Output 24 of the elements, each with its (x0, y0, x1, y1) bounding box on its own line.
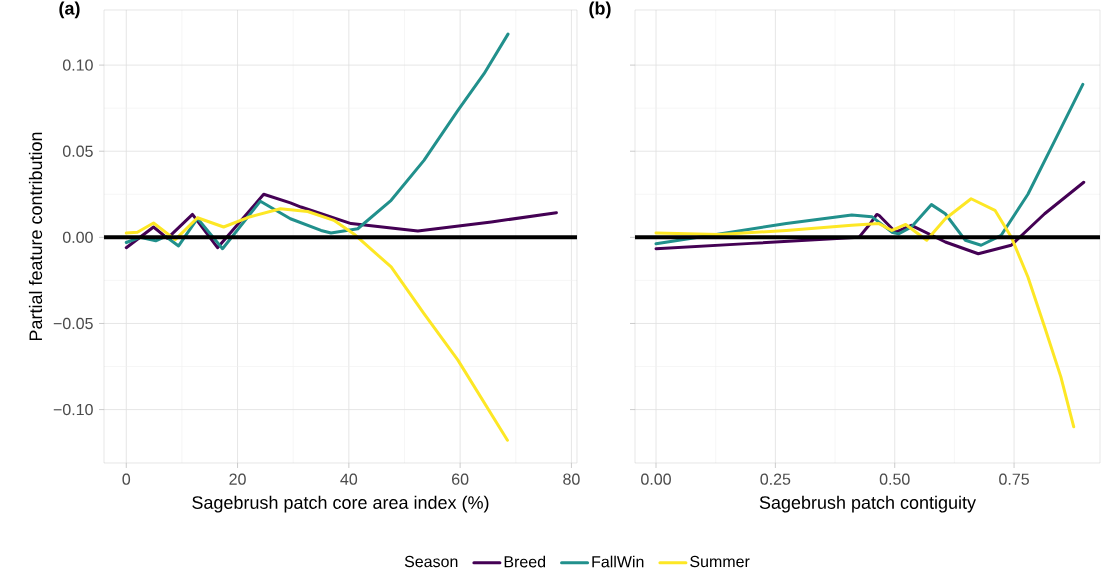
x-tick-label: 0.50 (879, 473, 910, 485)
y-axis-title: Partial feature contribution (28, 132, 43, 341)
chart-title: (b) (589, 1, 611, 19)
x-axis-title: Sagebrush patch contiguity (759, 495, 976, 513)
y-tick-label: −0.10 (53, 403, 93, 416)
x-tick-label: 80 (563, 473, 580, 485)
y-tick-label: −0.05 (53, 317, 93, 330)
y-tick-label: 0.05 (62, 145, 93, 157)
legend-label: Breed (504, 555, 546, 568)
legend-title: Season (404, 555, 458, 568)
legend-label: FallWin (592, 555, 644, 568)
x-tick-label: 20 (229, 473, 246, 485)
x-tick-label: 0 (122, 473, 131, 485)
x-tick-label: 60 (452, 473, 469, 485)
line-series (124, 207, 509, 442)
y-tick-label: 0.10 (62, 59, 93, 71)
x-tick-label: 0.00 (641, 473, 671, 485)
x-tick-label: 0.25 (760, 473, 791, 485)
x-tick-label: 0.75 (999, 473, 1029, 485)
x-axis-title: Sagebrush patch core area index (%) (192, 495, 489, 513)
y-tick-label: 0.00 (62, 231, 93, 244)
chart-title: (a) (59, 1, 80, 19)
legend-label: Summer (690, 555, 750, 568)
x-tick-label: 40 (340, 473, 358, 485)
